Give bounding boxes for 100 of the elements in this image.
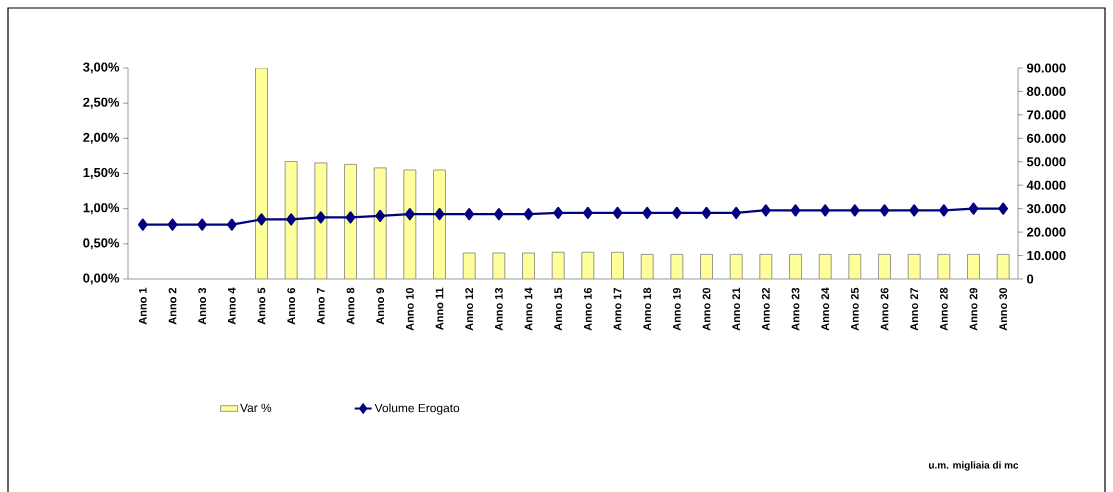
x-tick-label: Anno 13 xyxy=(494,287,503,331)
bar xyxy=(373,167,387,279)
point xyxy=(909,204,920,217)
point xyxy=(790,204,801,217)
y2-tick-label: 50.000 xyxy=(1026,157,1066,167)
point xyxy=(404,207,415,221)
point xyxy=(464,207,475,221)
point xyxy=(671,206,682,219)
point xyxy=(612,206,623,219)
bar xyxy=(314,162,328,279)
bar xyxy=(700,253,713,279)
x-tick-label: Anno 22 xyxy=(761,287,770,331)
bar xyxy=(344,163,357,279)
point xyxy=(137,218,148,231)
x-tick-label: Anno 24 xyxy=(821,287,830,331)
x-tick-label: Anno 6 xyxy=(287,287,296,325)
point xyxy=(820,204,831,217)
x-tick-label: Anno 5 xyxy=(257,287,266,325)
x-tick-label: Anno 29 xyxy=(969,287,978,331)
x-tick-label: Anno 16 xyxy=(583,287,592,331)
point xyxy=(582,206,593,219)
x-tick-label: Anno 26 xyxy=(880,287,889,331)
legend-label: Volume Erogato xyxy=(374,403,460,415)
y-tick-label: 3,00% xyxy=(83,62,120,74)
bar xyxy=(403,169,417,279)
y2-tick-label: 20.000 xyxy=(1026,227,1066,237)
y-tick-label: 1,50% xyxy=(83,167,120,180)
x-tick-label: Anno 9 xyxy=(376,287,385,325)
y-tick-label: 0,50% xyxy=(83,238,120,250)
x-tick-label: Anno 21 xyxy=(732,287,741,331)
bar xyxy=(255,68,268,279)
text: u.m. migliaia di mc xyxy=(929,461,1019,471)
x-tick-label: Anno 15 xyxy=(554,287,562,331)
bar xyxy=(967,253,980,279)
bar xyxy=(789,253,802,279)
point xyxy=(256,213,267,226)
x-tick-label: Anno 11 xyxy=(435,287,444,330)
bar xyxy=(640,253,654,279)
x-tick-label: Anno 30 xyxy=(999,287,1008,331)
y2-tick-label: 40.000 xyxy=(1026,180,1066,190)
bar xyxy=(729,253,743,279)
y2-tick-label: 80.000 xyxy=(1026,86,1066,97)
bar xyxy=(611,251,624,279)
bar xyxy=(492,252,506,279)
point xyxy=(879,204,890,217)
y2-tick-label: 60.000 xyxy=(1027,133,1066,143)
point xyxy=(286,213,297,226)
bar xyxy=(433,169,446,279)
legend-label: Var % xyxy=(240,403,272,413)
x-tick-label: Anno 20 xyxy=(702,287,711,331)
point xyxy=(226,218,237,231)
y-tick-label: 1,00% xyxy=(83,203,120,215)
bar xyxy=(522,252,535,279)
bar xyxy=(581,251,595,279)
point xyxy=(701,206,712,219)
y2-tick-label: 30.000 xyxy=(1026,204,1066,214)
x-tick-label: Anno 3 xyxy=(198,287,207,325)
point xyxy=(968,202,979,215)
x-tick-label: Anno 1 xyxy=(139,287,147,325)
y-tick-label: 2,50% xyxy=(83,97,120,109)
x-tick-label: Anno 2 xyxy=(168,287,177,325)
x-tick-label: Anno 10 xyxy=(405,287,414,331)
point xyxy=(849,204,860,217)
x-tick-label: Anno 12 xyxy=(465,287,474,331)
x-tick-label: Anno 17 xyxy=(613,288,622,331)
point xyxy=(523,207,534,221)
bar xyxy=(996,253,1010,279)
bar xyxy=(818,253,832,279)
y2-tick-label: 0 xyxy=(1027,274,1034,284)
point xyxy=(315,211,326,224)
bar xyxy=(462,252,476,279)
x-tick-label: Anno 28 xyxy=(939,287,948,331)
point xyxy=(938,204,949,217)
bar xyxy=(937,253,951,279)
x-tick-label: Anno 4 xyxy=(228,287,236,325)
x-tick-label: Anno 23 xyxy=(791,287,800,331)
point xyxy=(760,204,771,217)
bar xyxy=(878,253,891,279)
point xyxy=(553,206,564,219)
y2-tick-label: 90.000 xyxy=(1026,63,1066,73)
x-tick-label: Anno 25 xyxy=(850,287,859,331)
x-tick-label: Anno 14 xyxy=(524,287,533,331)
y-tick-label: 0,00% xyxy=(83,273,120,285)
point xyxy=(434,207,445,221)
bar xyxy=(670,253,684,279)
x-tick-label: Anno 7 xyxy=(317,288,325,325)
point xyxy=(167,218,178,231)
point xyxy=(493,207,504,221)
point xyxy=(197,218,208,231)
bar xyxy=(907,253,921,279)
bar xyxy=(759,253,773,279)
x-tick-label: Anno 8 xyxy=(346,287,355,325)
point xyxy=(345,211,356,224)
y2-tick-label: 70.000 xyxy=(1027,110,1066,120)
point xyxy=(642,206,653,219)
x-tick-label: Anno 27 xyxy=(910,288,919,331)
y-tick-label: 2,00% xyxy=(83,132,120,144)
y2-tick-label: 10.000 xyxy=(1027,250,1066,261)
bar xyxy=(284,161,298,279)
bar xyxy=(848,253,862,279)
